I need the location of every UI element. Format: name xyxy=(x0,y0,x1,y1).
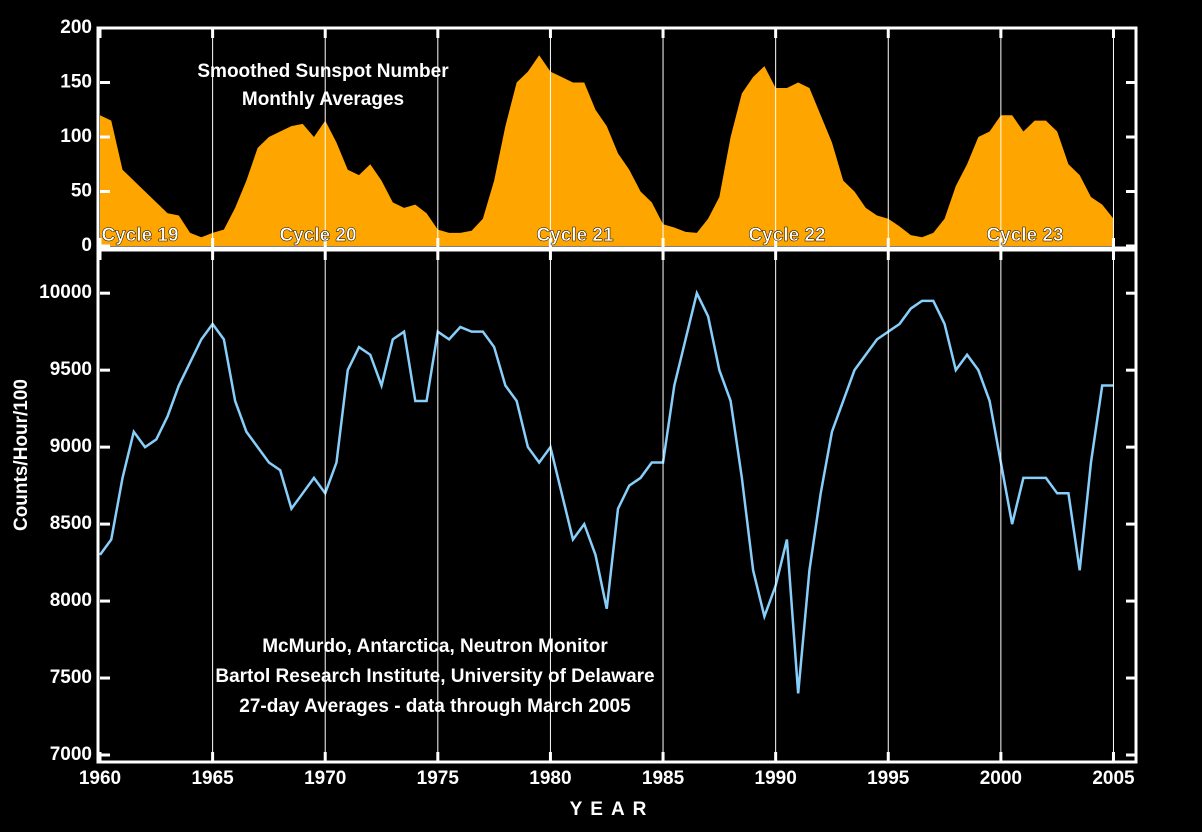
x-tick-label: 1995 xyxy=(867,768,910,789)
y-tick-label: 150 xyxy=(60,72,92,93)
x-tick-label: 2000 xyxy=(980,768,1022,789)
y-axis-label: Counts/Hour/100 xyxy=(11,379,32,531)
panel-title: Smoothed Sunspot Number xyxy=(197,61,449,82)
cycle-label: Cycle 23 xyxy=(986,225,1063,246)
y-tick-label: 50 xyxy=(71,181,92,202)
panel-frame xyxy=(96,248,1138,764)
x-tick-label: 1975 xyxy=(417,768,460,789)
x-tick-label: 2005 xyxy=(1092,768,1135,789)
y-tick-label: 100 xyxy=(60,126,92,147)
y-tick-label: 7500 xyxy=(50,667,92,688)
neutron-line xyxy=(98,289,1114,694)
x-tick-label: 1960 xyxy=(79,768,121,789)
y-tick-label: 9000 xyxy=(50,436,92,457)
y-tick-label: 200 xyxy=(60,17,92,38)
panel-title: Monthly Averages xyxy=(242,89,404,110)
cycle-label: Cycle 22 xyxy=(748,225,825,246)
x-tick-label: 1965 xyxy=(191,768,234,789)
y-tick-label: 7000 xyxy=(50,744,92,765)
cycle-label: Cycle 19 xyxy=(101,225,178,246)
x-tick-label: 1970 xyxy=(304,768,346,789)
sunspot-area xyxy=(100,55,1114,246)
y-tick-label: 8000 xyxy=(50,590,92,611)
x-tick-label: 1990 xyxy=(755,768,797,789)
y-tick-label: 9500 xyxy=(50,359,92,380)
y-tick-label: 8500 xyxy=(50,513,92,534)
note: McMurdo, Antarctica, Neutron Monitor xyxy=(262,636,608,657)
cycle-label: Cycle 21 xyxy=(536,225,614,246)
x-axis-label: YEAR xyxy=(570,799,655,820)
cycle-label: Cycle 20 xyxy=(279,225,356,246)
note: 27-day Averages - data through March 200… xyxy=(239,696,631,717)
note: Bartol Research Institute, University of… xyxy=(215,666,654,687)
y-tick-label: 10000 xyxy=(39,282,92,303)
x-tick-label: 1980 xyxy=(529,768,571,789)
x-tick-label: 1985 xyxy=(642,768,685,789)
y-tick-label: 0 xyxy=(81,235,92,256)
